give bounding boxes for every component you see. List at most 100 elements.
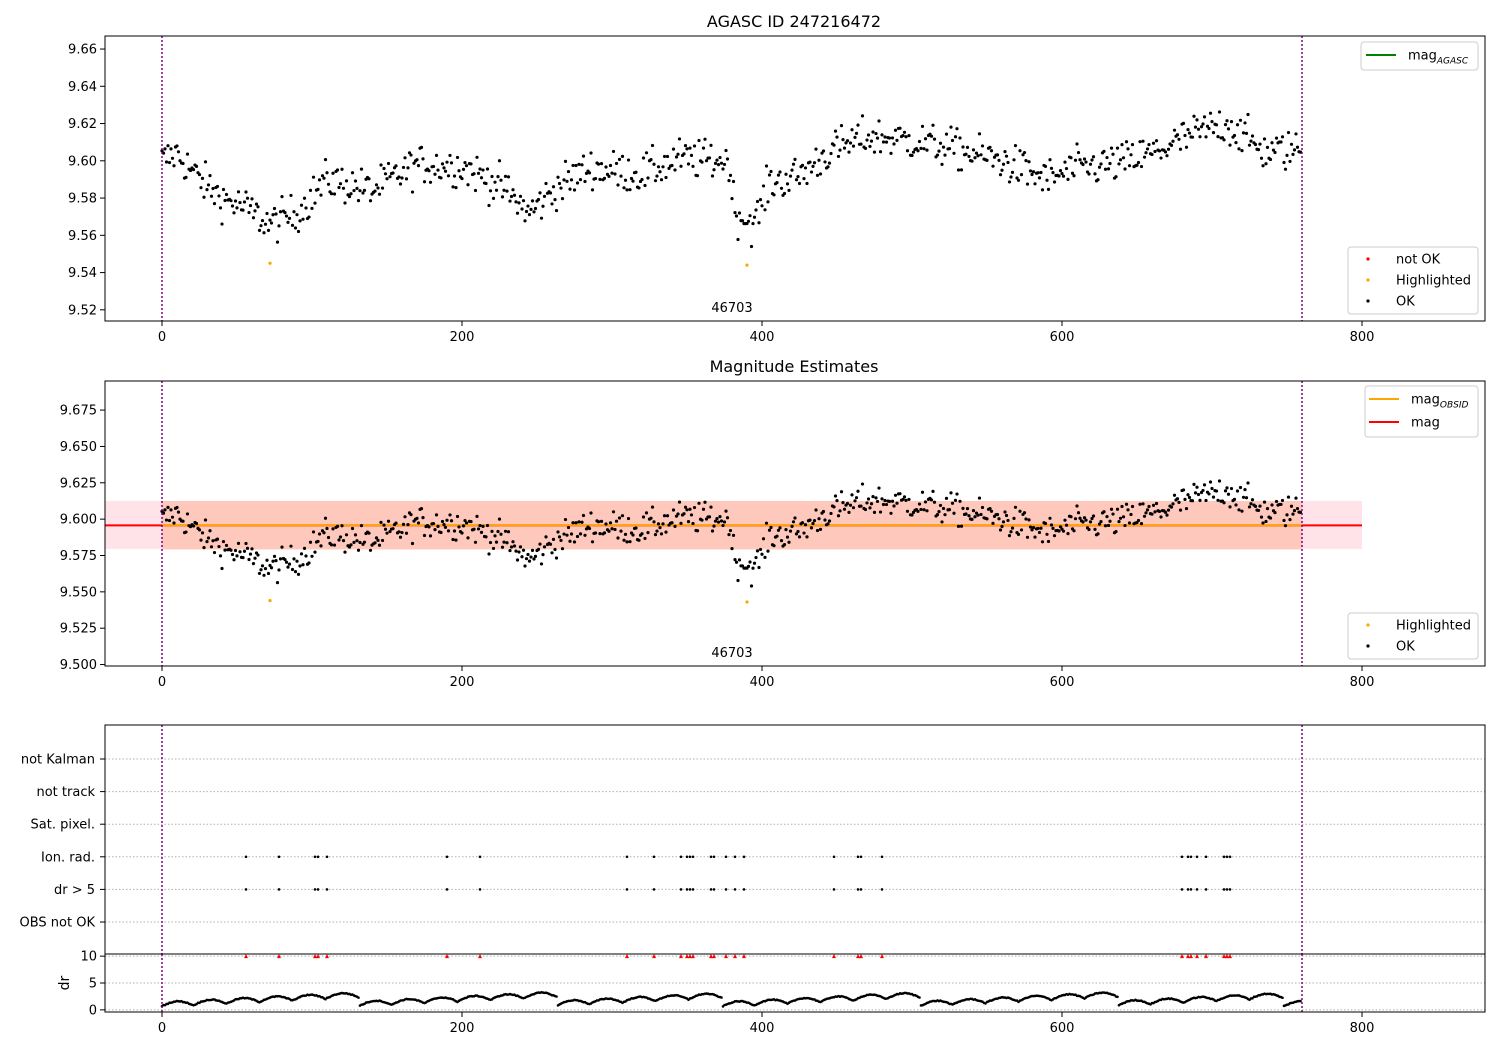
plot-area bbox=[105, 725, 1485, 954]
data-point-ok bbox=[265, 211, 269, 216]
data-point-ok bbox=[1244, 131, 1249, 136]
data-point-ok bbox=[1157, 149, 1162, 153]
data-point-ok bbox=[292, 210, 296, 214]
data-point-ok bbox=[188, 168, 193, 173]
data-point-ok bbox=[1241, 131, 1246, 135]
data-point-ok bbox=[710, 174, 715, 178]
data-point-ok bbox=[776, 173, 781, 177]
data-point-ok bbox=[160, 149, 164, 153]
data-point-ok bbox=[1039, 526, 1043, 530]
data-point-ok bbox=[838, 148, 842, 152]
data-point-ok bbox=[1088, 162, 1093, 166]
data-point-ok bbox=[688, 146, 692, 150]
data-point-ok bbox=[929, 498, 934, 502]
data-point-ok bbox=[1193, 125, 1198, 129]
data-point-ok bbox=[769, 169, 773, 174]
y-tick-label: 9.56 bbox=[68, 229, 97, 244]
data-point-ok bbox=[185, 152, 190, 156]
data-point-ok bbox=[953, 498, 958, 502]
data-point-ok bbox=[676, 512, 680, 516]
data-point-ok bbox=[304, 206, 308, 210]
data-point-ok bbox=[491, 546, 496, 551]
data-point-ok bbox=[584, 171, 589, 175]
data-point-ok bbox=[869, 502, 874, 506]
data-point-ok bbox=[403, 156, 407, 160]
data-point-ok bbox=[460, 531, 464, 535]
data-point-ok bbox=[476, 171, 481, 175]
data-point-ok bbox=[622, 538, 626, 542]
data-point-ok bbox=[175, 505, 179, 510]
data-point-ok bbox=[298, 219, 302, 223]
data-point-ok bbox=[268, 218, 272, 222]
data-point-ok bbox=[1204, 135, 1208, 139]
data-point-ok bbox=[671, 147, 676, 151]
data-point-ok bbox=[998, 173, 1003, 177]
flag-point bbox=[1180, 855, 1184, 859]
data-point-ok bbox=[373, 189, 377, 193]
data-point-ok bbox=[398, 182, 403, 186]
data-point-ok bbox=[1069, 156, 1073, 160]
data-point-ok bbox=[1178, 508, 1183, 512]
data-point-ok bbox=[959, 524, 964, 528]
data-point-ok bbox=[910, 513, 914, 517]
data-point-ok bbox=[257, 571, 262, 576]
data-point-ok bbox=[233, 199, 238, 203]
data-point-ok bbox=[385, 531, 389, 535]
data-point-ok bbox=[839, 490, 844, 494]
data-point-ok bbox=[508, 548, 512, 553]
data-point-ok bbox=[247, 210, 251, 215]
data-point-ok bbox=[956, 168, 961, 172]
data-point-ok bbox=[401, 165, 406, 170]
data-point-ok bbox=[1130, 142, 1135, 147]
data-point-ok bbox=[568, 187, 572, 191]
data-point-ok bbox=[500, 545, 505, 549]
data-point-ok bbox=[959, 168, 964, 172]
data-point-ok bbox=[835, 135, 839, 139]
data-point-ok bbox=[964, 512, 968, 516]
data-point-ok bbox=[977, 496, 982, 500]
data-point-ok bbox=[355, 186, 359, 191]
data-point-ok bbox=[727, 532, 731, 537]
data-point-ok bbox=[556, 175, 560, 179]
data-point-ok bbox=[728, 528, 733, 533]
data-point-ok bbox=[184, 530, 188, 534]
data-point-ok bbox=[1139, 164, 1144, 169]
data-point-ok bbox=[904, 135, 908, 139]
data-point-ok bbox=[311, 175, 316, 179]
data-point-ok bbox=[404, 531, 409, 535]
data-point-ok bbox=[812, 519, 817, 523]
data-point-ok bbox=[989, 149, 994, 153]
data-point-ok bbox=[797, 535, 802, 539]
data-point-ok bbox=[860, 482, 865, 486]
flag-point bbox=[1186, 855, 1190, 859]
data-point-ok bbox=[836, 154, 841, 159]
data-point-ok bbox=[1109, 507, 1114, 511]
data-point-ok bbox=[560, 197, 565, 201]
data-point-ok bbox=[289, 193, 293, 198]
data-point-ok bbox=[854, 496, 859, 500]
data-point-ok bbox=[787, 188, 791, 193]
data-point-ok bbox=[692, 505, 697, 510]
data-point-ok bbox=[610, 527, 614, 531]
data-point-ok bbox=[407, 151, 412, 155]
data-point-ok bbox=[1262, 500, 1267, 504]
data-point-ok bbox=[286, 565, 290, 569]
data-point-ok bbox=[521, 548, 526, 552]
data-point-ok bbox=[880, 133, 884, 137]
data-point-ok bbox=[1181, 121, 1186, 125]
data-point-ok bbox=[232, 558, 236, 562]
data-point-ok bbox=[337, 538, 341, 542]
data-point-ok bbox=[815, 173, 820, 177]
data-point-ok bbox=[554, 556, 559, 560]
data-point-ok bbox=[368, 199, 373, 203]
data-point-ok bbox=[865, 501, 869, 505]
data-point-ok bbox=[347, 194, 352, 199]
data-point-ok bbox=[262, 231, 266, 235]
data-point-ok bbox=[1027, 160, 1031, 164]
dr-clipped-marker bbox=[1222, 953, 1226, 959]
data-point-ok bbox=[563, 517, 568, 522]
data-point-ok bbox=[265, 558, 269, 562]
data-point-ok bbox=[316, 539, 320, 544]
data-point-ok bbox=[1295, 145, 1300, 149]
